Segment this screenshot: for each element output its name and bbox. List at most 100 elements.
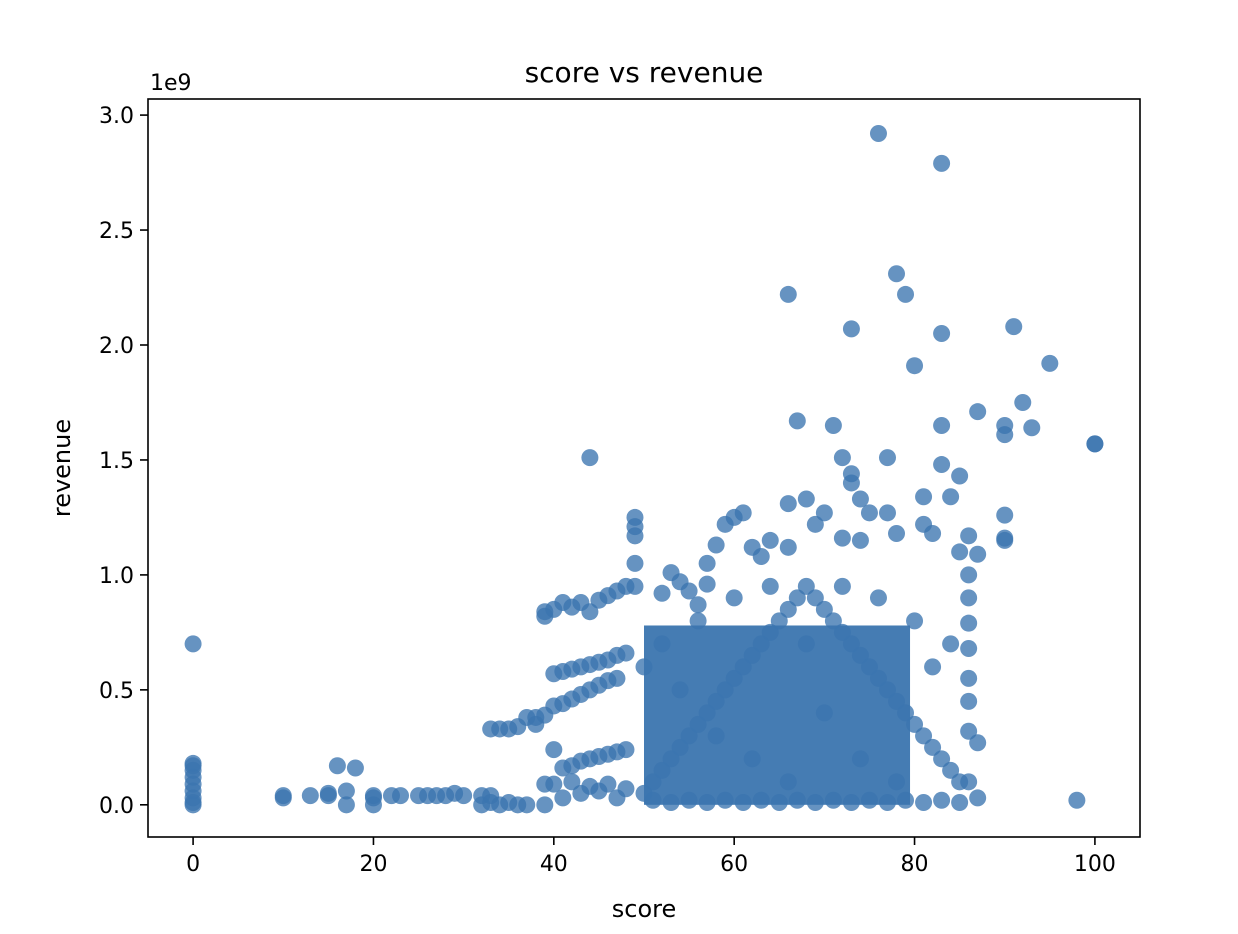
data-point (951, 543, 969, 561)
x-tick-label: 100 (1074, 852, 1116, 877)
data-point (824, 416, 842, 434)
data-point (689, 612, 707, 630)
data-point (698, 704, 716, 722)
data-point (337, 782, 355, 800)
data-point (680, 791, 698, 809)
data-point (888, 265, 906, 283)
data-point (806, 515, 824, 533)
data-point (933, 416, 951, 434)
data-point (617, 644, 635, 662)
data-point (897, 704, 915, 722)
data-point (924, 738, 942, 756)
data-point (653, 635, 671, 653)
data-point (969, 403, 987, 421)
data-point (833, 449, 851, 467)
data-point (960, 589, 978, 607)
data-point (824, 612, 842, 630)
data-point (869, 124, 887, 142)
data-point (518, 796, 536, 814)
data-point (608, 669, 626, 687)
data-point (392, 787, 410, 805)
y-tick-label: 0.5 (99, 679, 134, 704)
data-point (689, 596, 707, 614)
data-point (888, 692, 906, 710)
data-point (851, 750, 869, 768)
data-point (707, 692, 725, 710)
data-point (301, 787, 319, 805)
data-point (626, 527, 644, 545)
data-point (842, 635, 860, 653)
data-point (698, 554, 716, 572)
data-point (960, 639, 978, 657)
data-point (788, 589, 806, 607)
y-tick-label: 0.0 (99, 794, 134, 819)
data-point (626, 577, 644, 595)
data-point (455, 787, 473, 805)
data-point (851, 531, 869, 549)
data-point (653, 761, 671, 779)
data-point (779, 495, 797, 513)
scatter-points (184, 124, 1104, 814)
data-point (536, 796, 554, 814)
data-point (626, 554, 644, 572)
data-point (897, 791, 915, 809)
data-point (969, 734, 987, 752)
data-point (725, 589, 743, 607)
y-tick-label: 3.0 (99, 104, 134, 129)
dense-point-core (644, 625, 911, 805)
x-tick-label: 80 (901, 852, 929, 877)
data-point (364, 796, 382, 814)
data-point (319, 787, 337, 805)
data-point (545, 775, 563, 793)
data-point (851, 646, 869, 664)
data-point (797, 635, 815, 653)
data-point (581, 449, 599, 467)
data-point (951, 794, 969, 812)
data-point (1041, 354, 1059, 372)
data-point (184, 635, 202, 653)
x-axis-label: score (612, 895, 677, 923)
data-point (545, 741, 563, 759)
data-point (996, 531, 1014, 549)
y-axis-label: revenue (48, 419, 76, 517)
data-point (996, 506, 1014, 524)
x-tick-label: 40 (540, 852, 568, 877)
data-point (996, 426, 1014, 444)
data-point (933, 456, 951, 474)
data-point (1086, 435, 1104, 453)
data-point (716, 791, 734, 809)
data-point (752, 791, 770, 809)
data-point (779, 285, 797, 303)
data-point (779, 773, 797, 791)
data-point (734, 794, 752, 812)
data-point (842, 474, 860, 492)
data-point (698, 794, 716, 812)
data-point (671, 681, 689, 699)
data-point (933, 325, 951, 343)
dense-point-mass (644, 625, 911, 805)
data-point (599, 775, 617, 793)
data-point (707, 536, 725, 554)
data-point (906, 715, 924, 733)
data-point (337, 796, 355, 814)
data-point (707, 727, 725, 745)
data-point (878, 681, 896, 699)
y-tick-label: 2.5 (99, 219, 134, 244)
data-point (951, 773, 969, 791)
chart-title: score vs revenue (525, 56, 764, 89)
data-point (644, 773, 662, 791)
data-point (797, 577, 815, 595)
data-point (806, 589, 824, 607)
y-tick-label: 2.0 (99, 334, 134, 359)
x-tick-label: 60 (720, 852, 748, 877)
data-point (743, 646, 761, 664)
data-point (833, 623, 851, 641)
data-point (960, 669, 978, 687)
data-point (1014, 393, 1032, 411)
data-point (671, 738, 689, 756)
data-point (662, 794, 680, 812)
data-point (924, 658, 942, 676)
data-point (942, 761, 960, 779)
data-point (734, 658, 752, 676)
data-point (554, 789, 572, 807)
